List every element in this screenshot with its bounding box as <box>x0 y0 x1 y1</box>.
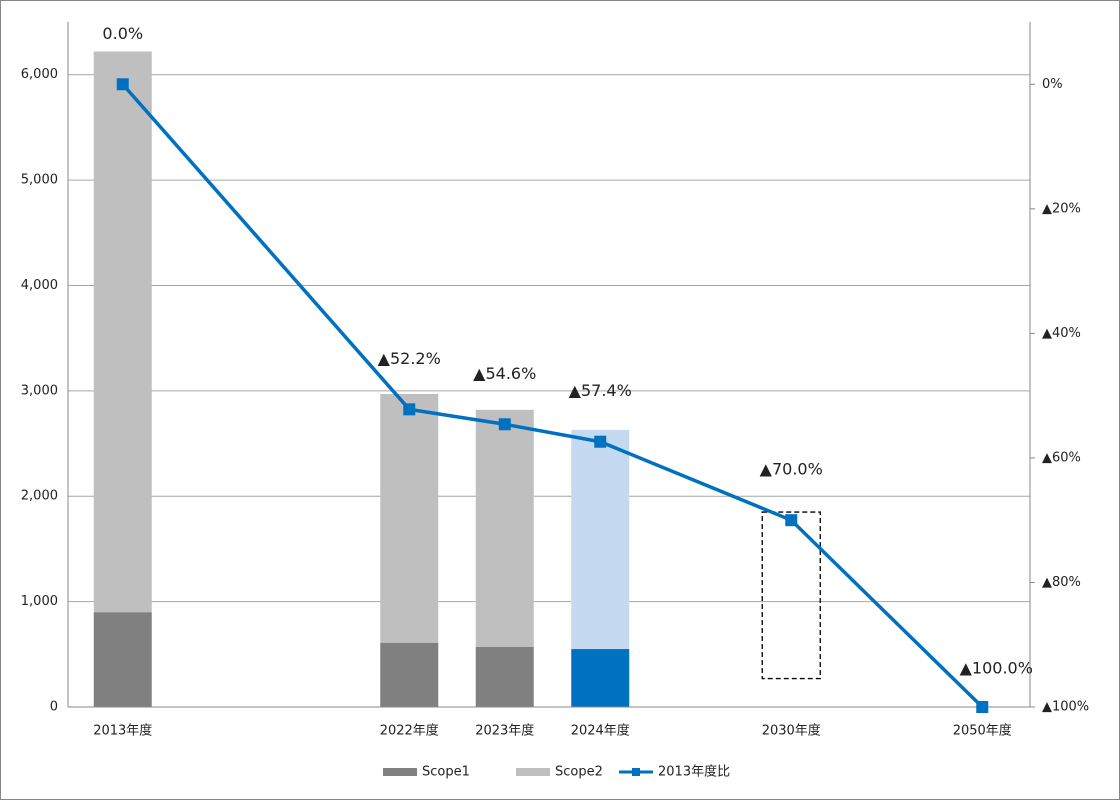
line-marker <box>116 78 129 91</box>
y-tick-label: 3,000 <box>21 383 58 398</box>
legend-swatch-marker <box>632 768 640 776</box>
bar <box>475 646 534 707</box>
y2-tick-label: 0% <box>1042 77 1063 92</box>
x-tick-label: 2030年度 <box>762 723 821 739</box>
x-tick-label: 2050年度 <box>953 723 1012 739</box>
bar <box>571 429 630 650</box>
bar <box>571 649 630 707</box>
data-label: ▲57.4% <box>569 381 632 400</box>
legend-label: Scope1 <box>422 765 470 780</box>
line-marker <box>594 435 607 448</box>
x-tick-label: 2023年度 <box>475 723 534 739</box>
bar <box>475 409 534 647</box>
data-label: ▲52.2% <box>378 349 441 368</box>
y-tick-label: 0 <box>50 700 58 715</box>
x-tick-label: 2022年度 <box>380 723 439 739</box>
y2-tick-label: ▲60% <box>1042 450 1081 465</box>
y2-tick-label: ▲80% <box>1042 575 1081 590</box>
bar <box>380 394 439 643</box>
bar <box>93 612 152 707</box>
legend-swatch <box>516 768 550 776</box>
bar <box>93 51 152 613</box>
line-marker <box>403 403 416 416</box>
bar <box>380 642 439 707</box>
data-label: ▲70.0% <box>760 460 823 479</box>
data-label: ▲54.6% <box>473 364 536 383</box>
x-tick-label: 2013年度 <box>93 723 152 739</box>
y2-tick-label: ▲100% <box>1042 700 1089 715</box>
legend-label: 2013年度比 <box>658 764 730 780</box>
y2-tick-label: ▲20% <box>1042 201 1081 216</box>
y-tick-label: 5,000 <box>21 173 58 188</box>
target-box <box>761 511 821 680</box>
y-tick-label: 6,000 <box>21 67 58 82</box>
y-tick-label: 4,000 <box>21 278 58 293</box>
data-label: ▲100.0% <box>960 659 1033 678</box>
line-marker <box>785 514 798 527</box>
line-marker <box>976 701 989 713</box>
y-tick-label: 1,000 <box>21 594 58 609</box>
line <box>121 83 984 709</box>
legend-swatch <box>383 768 417 776</box>
data-label: 0.0% <box>102 24 143 43</box>
x-tick-label: 2024年度 <box>571 723 630 739</box>
y-tick-label: 2,000 <box>21 489 58 504</box>
y2-tick-label: ▲40% <box>1042 326 1081 341</box>
legend-label: Scope2 <box>555 765 603 780</box>
line-marker <box>498 418 511 431</box>
